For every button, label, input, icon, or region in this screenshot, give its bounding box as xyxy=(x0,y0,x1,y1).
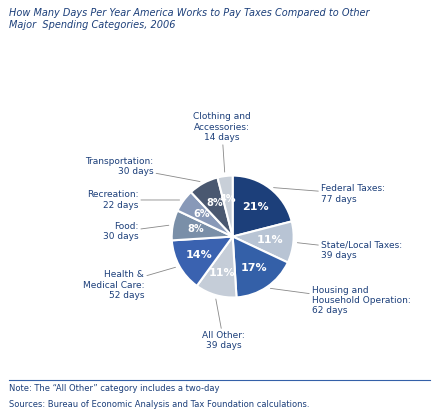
Text: Clothing and
Accessories:
14 days: Clothing and Accessories: 14 days xyxy=(192,112,250,172)
Wedge shape xyxy=(217,176,232,237)
Text: Sources: Bureau of Economic Analysis and Tax Foundation calculations.: Sources: Bureau of Economic Analysis and… xyxy=(9,400,309,410)
Wedge shape xyxy=(196,237,236,298)
Text: Transportation:
30 days: Transportation: 30 days xyxy=(85,157,200,181)
Text: 11%: 11% xyxy=(208,268,235,278)
Text: 17%: 17% xyxy=(240,263,267,273)
Text: 14%: 14% xyxy=(186,250,212,260)
Wedge shape xyxy=(171,210,232,240)
Text: Food:
30 days: Food: 30 days xyxy=(102,222,169,242)
Text: How Many Days Per Year America Works to Pay Taxes Compared to Other
Major  Spend: How Many Days Per Year America Works to … xyxy=(9,8,368,30)
Text: 8%: 8% xyxy=(187,225,203,234)
Text: Federal Taxes:
77 days: Federal Taxes: 77 days xyxy=(273,184,384,204)
Wedge shape xyxy=(232,221,293,263)
Text: State/Local Taxes:
39 days: State/Local Taxes: 39 days xyxy=(297,240,401,260)
Text: Housing and
Household Operation:
62 days: Housing and Household Operation: 62 days xyxy=(270,286,410,315)
Wedge shape xyxy=(177,192,232,237)
Text: Note: The “All Other” category includes a two-day: Note: The “All Other” category includes … xyxy=(9,384,221,393)
Text: 21%: 21% xyxy=(242,202,268,212)
Wedge shape xyxy=(191,178,232,237)
Text: 6%: 6% xyxy=(194,209,210,220)
Text: 11%: 11% xyxy=(256,235,283,245)
Text: 4%: 4% xyxy=(219,194,236,204)
Wedge shape xyxy=(232,237,287,298)
Text: Health &
Medical Care:
52 days: Health & Medical Care: 52 days xyxy=(83,267,175,300)
Text: 8%: 8% xyxy=(206,198,222,208)
Text: All Other:
39 days: All Other: 39 days xyxy=(201,299,244,350)
Wedge shape xyxy=(171,237,232,286)
Wedge shape xyxy=(232,176,291,237)
Text: Recreation:
22 days: Recreation: 22 days xyxy=(86,190,179,210)
